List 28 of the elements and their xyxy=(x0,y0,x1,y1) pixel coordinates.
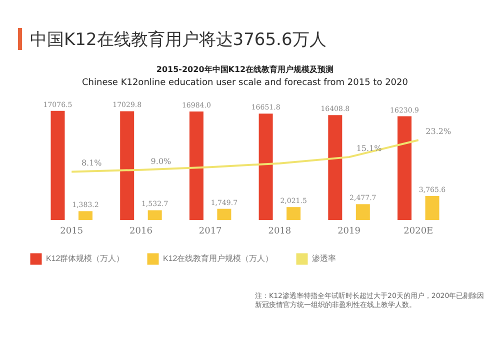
data-label: 15.1% xyxy=(356,144,382,154)
bar xyxy=(328,115,342,220)
bar xyxy=(217,208,232,220)
bar xyxy=(398,116,412,220)
bar xyxy=(356,204,370,220)
x-tick-label: 2017 xyxy=(198,226,222,236)
legend-label: K12在线教育用户规模（万人） xyxy=(163,254,274,263)
bar xyxy=(286,207,301,220)
legend-label: 渗透率 xyxy=(312,254,336,263)
x-tick-label: 2015 xyxy=(60,226,84,236)
x-tick-label: 2018 xyxy=(268,226,292,236)
chart-subtitle: 2015-2020年中国K12在线教育用户规模及预测 xyxy=(156,64,334,74)
bar xyxy=(148,210,162,220)
x-tick-label: 2016 xyxy=(130,226,153,236)
bar xyxy=(258,114,273,220)
x-tick-label: 2020E xyxy=(404,226,434,236)
text: Chinese K12online education user scale and forecast from 2015 to 2020 xyxy=(82,78,408,88)
data-label: 8.1% xyxy=(81,158,102,168)
bar xyxy=(120,111,134,220)
bar xyxy=(425,196,440,220)
x-tick-label: 2019 xyxy=(338,226,361,236)
data-label: 9.0% xyxy=(150,156,172,166)
bar xyxy=(189,111,204,220)
legend-label: K12群体规模（万人） xyxy=(46,254,124,263)
bar xyxy=(50,110,65,220)
data-label: 23.2% xyxy=(426,127,452,136)
bar xyxy=(78,211,92,220)
chart-title: 中国K12在线教育用户将达3765.6万人 xyxy=(30,28,326,50)
